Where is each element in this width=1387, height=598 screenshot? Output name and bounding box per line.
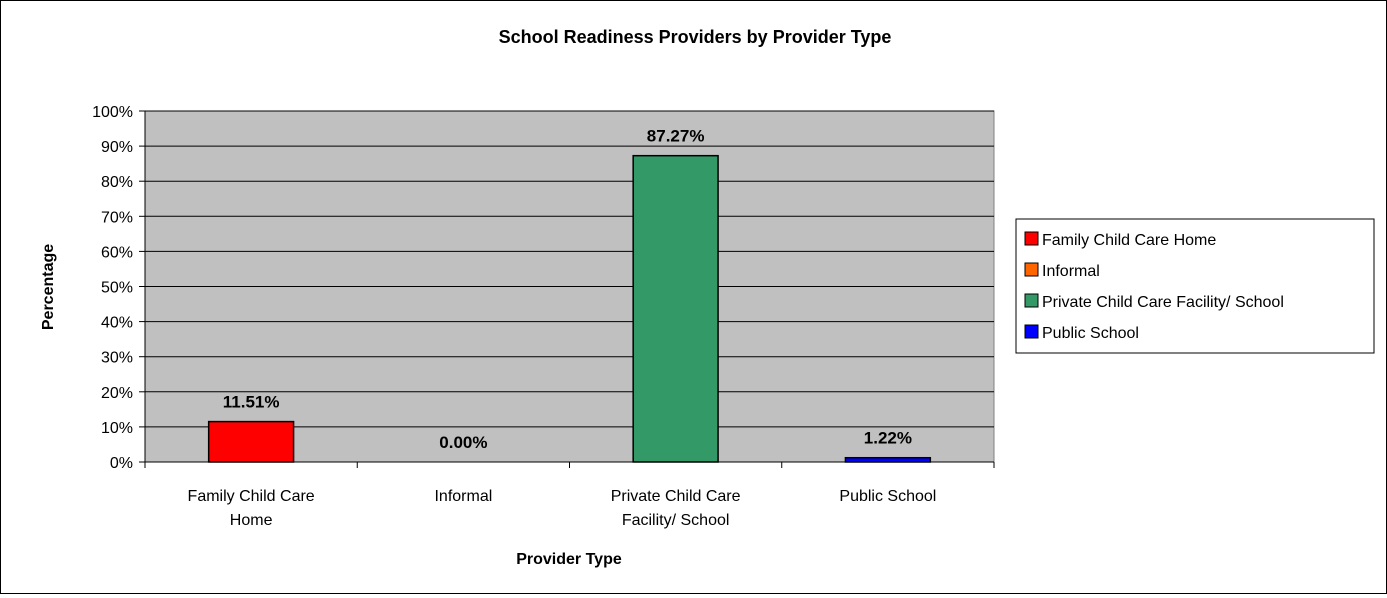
y-tick-label: 20% (101, 385, 133, 402)
legend-box (1015, 218, 1375, 354)
x-tick-label: Home (230, 512, 273, 529)
y-axis-title: Percentage (40, 244, 57, 330)
bar (844, 456, 932, 463)
legend-swatch (1024, 231, 1039, 246)
y-tick-label: 10% (101, 420, 133, 437)
data-label: 0.00% (439, 433, 487, 452)
x-tick-label: Family Child Care (188, 488, 315, 505)
data-labels: 11.51% 0.00% 87.27% 1.22% (223, 127, 912, 452)
y-axis: 0% 10% 20% 30% 40% 50% 60% 70% 80% 90% 100% (92, 104, 146, 472)
legend-swatch (1024, 324, 1039, 339)
bar (632, 154, 719, 463)
legend-swatch (1024, 262, 1039, 277)
y-tick-label: 70% (101, 209, 133, 226)
x-axis: Family Child Care Home Informal Private Chi… (144, 461, 995, 529)
x-tick-label: Informal (434, 488, 492, 505)
data-label: 11.51% (223, 393, 280, 412)
y-tick-label: 90% (101, 139, 133, 156)
y-tick-label: 80% (101, 174, 133, 191)
chart-title: School Readiness Providers by Provider T… (499, 27, 892, 47)
x-axis-title: Provider Type (516, 551, 622, 568)
y-tick-label: 0% (110, 455, 133, 472)
y-tick-label: 50% (101, 280, 133, 297)
legend-entry: Informal (1042, 263, 1100, 280)
y-tick-label: 60% (101, 244, 133, 261)
legend-entry: Private Child Care Facility/ School (1042, 294, 1284, 311)
y-tick-label: 40% (101, 315, 133, 332)
legend-entry: Family Child Care Home (1042, 232, 1216, 249)
x-tick-label: Facility/ School (622, 512, 730, 529)
y-tick-label: 100% (92, 104, 133, 121)
bar (207, 420, 295, 463)
legend-entry: Public School (1042, 325, 1139, 342)
data-label: 1.22% (864, 429, 912, 448)
legend: Family Child Care Home Informal Private Ch… (1015, 218, 1375, 354)
x-tick-label: Public School (839, 488, 936, 505)
legend-swatch (1024, 293, 1039, 308)
data-label: 87.27% (647, 127, 705, 146)
x-tick-label: Private Child Care (611, 488, 741, 505)
y-tick-label: 30% (101, 350, 133, 367)
